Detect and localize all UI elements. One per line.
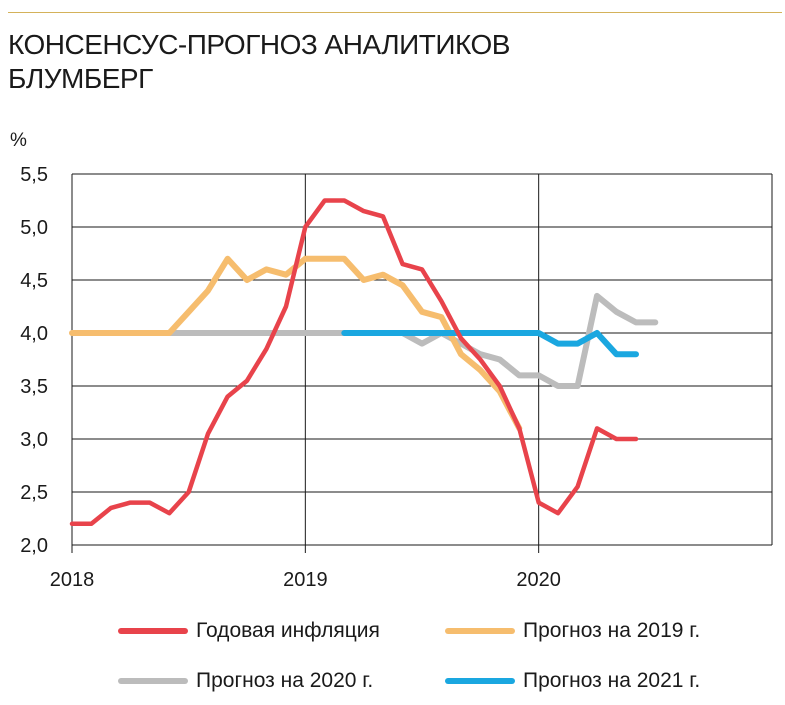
legend-item-inflation: Годовая инфляция [118,616,380,646]
y-tick-label: 2,5 [20,482,48,504]
legend-swatch-forecast-2020 [118,678,188,684]
legend-label-inflation: Годовая инфляция [196,619,380,642]
legend-swatch-forecast-2021 [445,678,515,684]
y-tick-label: 4,0 [20,323,48,345]
chart-title: КОНСЕНСУС-ПРОГНОЗ АНАЛИТИКОВ БЛУМБЕРГ [8,28,708,96]
x-tick-label: 2020 [516,569,561,591]
legend-label-forecast-2019: Прогноз на 2019 г. [523,619,701,642]
x-tick-label: 2018 [50,569,95,591]
y-tick-label: 5,0 [20,217,48,239]
legend-swatch-forecast-2019 [445,628,515,634]
legend-item-forecast-2021: Прогноз на 2021 г. [445,666,700,696]
legend-swatch-inflation [118,628,188,634]
y-tick-label: 5,5 [20,164,48,186]
chart-grid [71,173,773,546]
legend-label-forecast-2021: Прогноз на 2021 г. [523,669,701,692]
y-tick-label: 3,0 [20,429,48,451]
y-tick-label: 2,0 [20,535,48,557]
chart-title-line-2: БЛУМБЕРГ [8,63,153,94]
legend-label-forecast-2020: Прогноз на 2020 г. [196,669,374,692]
y-axis-unit-label: % [10,130,27,151]
chart-title-line-1: КОНСЕНСУС-ПРОГНОЗ АНАЛИТИКОВ [8,29,510,60]
series-line-forecast-2021 [341,330,639,358]
top-rule [8,12,782,13]
line-chart: % 2,0 2,5 3,0 3,5 4,0 4,5 5,0 5,5 2018 2019 2020 [10,130,773,591]
legend-item-forecast-2019: Прогноз на 2019 г. [445,616,700,646]
x-axis: 2018 2019 2020 [50,545,561,591]
y-axis: % 2,0 2,5 3,0 3,5 4,0 4,5 5,0 5,5 [10,130,48,557]
x-tick-label: 2019 [283,569,328,591]
series-line-inflation [69,198,639,527]
chart-series [69,198,659,527]
y-tick-label: 4,5 [20,270,48,292]
y-tick-label: 3,5 [20,376,48,398]
legend: Годовая инфляция Прогноз на 2019 г. Прог… [0,600,785,700]
legend-item-forecast-2020: Прогноз на 2020 г. [118,666,373,696]
series-line-forecast-2019 [69,255,523,432]
